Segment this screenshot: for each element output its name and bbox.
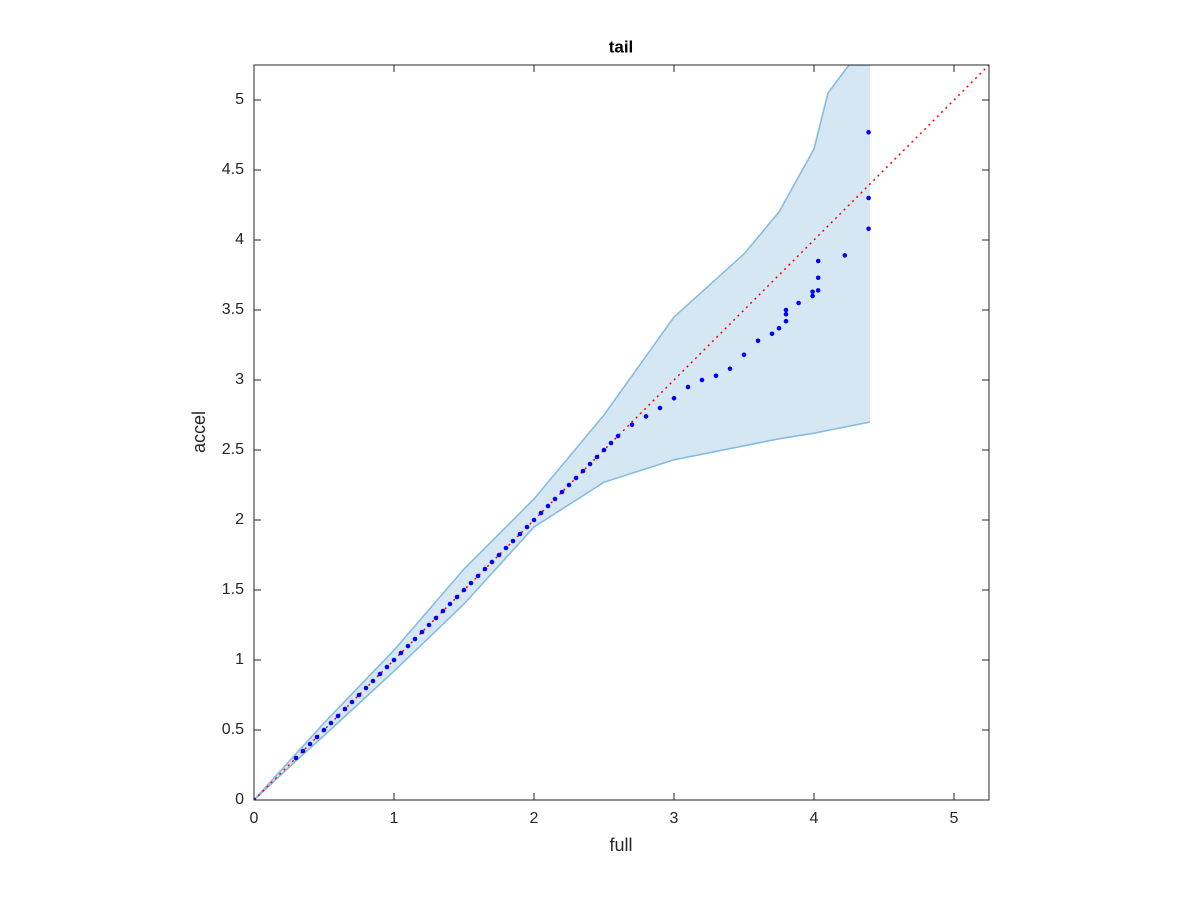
data-point [356, 692, 362, 698]
data-point [810, 289, 815, 295]
data-point [384, 664, 390, 670]
x-axis-label: full [609, 835, 632, 855]
data-point [426, 622, 432, 628]
data-point [815, 288, 821, 293]
data-point [440, 608, 446, 614]
data-point [503, 545, 509, 551]
y-tick-label: 2 [235, 511, 244, 528]
data-point [293, 755, 299, 761]
chart-title: tail [609, 37, 634, 56]
axes-box [253, 64, 990, 801]
data-point [349, 699, 355, 705]
data-point [475, 573, 481, 579]
data-point [776, 325, 782, 331]
data-point [657, 405, 663, 411]
y-tick-label: 3.5 [222, 301, 244, 318]
confidence-band [254, 65, 870, 800]
data-point [783, 307, 789, 313]
data-point [377, 671, 383, 677]
data-point [489, 559, 495, 565]
data-point [531, 517, 537, 523]
data-point [601, 447, 607, 453]
data-point [727, 366, 733, 372]
data-point [594, 454, 600, 460]
data-point [482, 566, 488, 572]
data-point [783, 318, 789, 324]
data-point [391, 657, 397, 663]
y-tick-label: 4 [235, 231, 244, 248]
data-point [815, 275, 821, 281]
data-point [363, 685, 369, 691]
data-point [587, 461, 593, 467]
data-point [699, 377, 705, 383]
x-tick-label: 3 [670, 810, 679, 827]
data-point [524, 524, 530, 530]
data-point [741, 352, 747, 358]
data-point [643, 414, 649, 419]
data-point [398, 650, 404, 656]
data-point [461, 587, 467, 593]
data-point [405, 643, 411, 649]
data-point [552, 496, 558, 502]
data-point [608, 440, 614, 446]
y-tick-label: 0 [235, 791, 244, 808]
data-point [307, 741, 313, 747]
data-point [538, 510, 544, 516]
data-point [866, 195, 871, 201]
data-point [321, 727, 327, 733]
data-point [615, 433, 621, 439]
band-edge-upper [254, 65, 870, 800]
plot-area [254, 65, 989, 800]
data-point [559, 489, 565, 495]
data-point [580, 468, 586, 474]
y-axis-label: accel [189, 411, 209, 453]
data-point [796, 300, 801, 306]
y-tick-label: 0.5 [222, 721, 244, 738]
data-point [671, 395, 677, 401]
y-tick-label: 2.5 [222, 441, 244, 458]
data-point [713, 373, 719, 379]
x-tick-label: 0 [250, 810, 259, 827]
data-point [566, 482, 572, 488]
data-point [468, 580, 474, 586]
data-point [254, 797, 257, 800]
data-point [370, 678, 376, 684]
data-point [517, 531, 523, 537]
data-point [685, 384, 691, 390]
data-point [573, 475, 579, 481]
data-point [810, 293, 815, 299]
data-point [300, 748, 306, 754]
data-point [454, 594, 460, 600]
x-tick-label: 5 [950, 810, 959, 827]
x-tick-label: 4 [810, 810, 819, 827]
band-edge-lower [254, 421, 871, 800]
data-point [342, 706, 348, 712]
y-tick-label: 1 [235, 651, 244, 668]
data-point [545, 503, 551, 509]
data-point [769, 331, 775, 337]
y-tick-label: 4.5 [222, 161, 244, 178]
data-point [866, 129, 871, 135]
data-point [510, 538, 516, 544]
data-point [419, 629, 425, 635]
y-tick-label: 3 [235, 371, 244, 388]
x-tick-label: 1 [390, 810, 399, 827]
data-point [842, 253, 848, 258]
data-point [433, 615, 439, 621]
data-point [783, 311, 789, 317]
data-point [328, 720, 334, 726]
data-point [314, 734, 320, 740]
data-point [755, 338, 761, 344]
x-tick-label: 2 [530, 810, 539, 827]
data-point [496, 552, 502, 558]
y-tick-label: 5 [235, 91, 244, 108]
data-point [629, 422, 635, 428]
data-point [447, 601, 453, 607]
data-point [815, 258, 821, 264]
data-point [335, 713, 341, 719]
data-point [866, 226, 871, 232]
data-point [412, 636, 418, 642]
y-tick-label: 1.5 [222, 581, 244, 598]
